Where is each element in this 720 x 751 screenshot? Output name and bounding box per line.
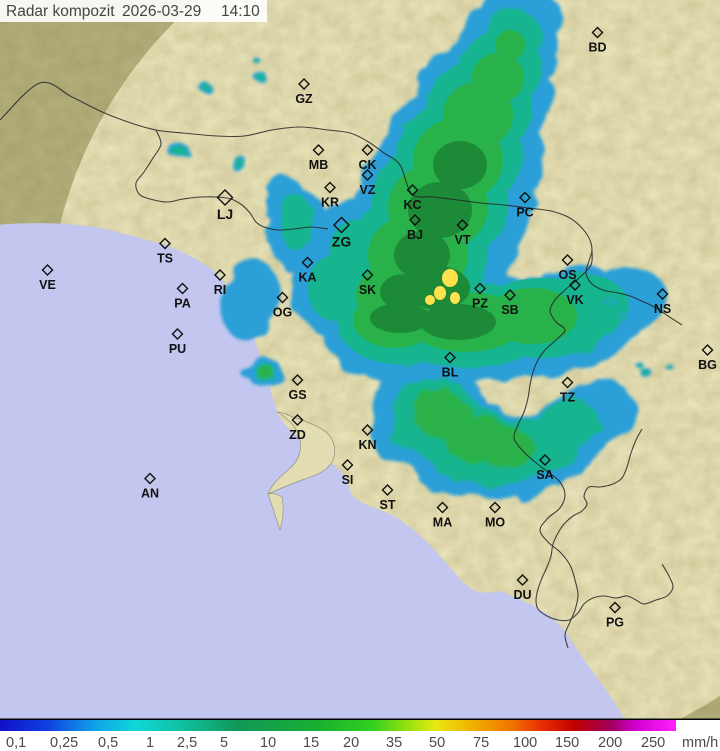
svg-text:SI: SI: [342, 473, 354, 487]
svg-text:DU: DU: [513, 588, 531, 602]
svg-text:NS: NS: [654, 302, 671, 316]
svg-text:0,1: 0,1: [6, 735, 26, 751]
svg-text:5: 5: [220, 735, 228, 751]
svg-text:GZ: GZ: [295, 92, 313, 106]
svg-text:200: 200: [598, 735, 622, 751]
svg-text:Radar kompozit: Radar kompozit: [6, 3, 115, 20]
svg-text:mm/h: mm/h: [682, 735, 718, 751]
svg-text:TZ: TZ: [560, 391, 576, 405]
svg-text:VE: VE: [39, 278, 56, 292]
svg-text:14:10: 14:10: [221, 3, 260, 20]
svg-text:GS: GS: [288, 388, 306, 402]
svg-text:100: 100: [513, 735, 537, 751]
svg-text:150: 150: [555, 735, 579, 751]
svg-text:0,5: 0,5: [98, 735, 118, 751]
svg-text:MA: MA: [433, 516, 452, 530]
svg-text:SA: SA: [536, 468, 553, 482]
svg-text:KN: KN: [358, 438, 376, 452]
svg-text:PG: PG: [606, 616, 624, 630]
svg-text:0,25: 0,25: [50, 735, 78, 751]
svg-text:LJ: LJ: [217, 206, 233, 222]
svg-text:TS: TS: [157, 252, 173, 266]
svg-text:250: 250: [641, 735, 665, 751]
svg-text:2,5: 2,5: [177, 735, 197, 751]
svg-text:BG: BG: [698, 358, 717, 372]
svg-text:ZG: ZG: [332, 234, 352, 250]
svg-text:SB: SB: [501, 303, 518, 317]
svg-text:20: 20: [343, 735, 359, 751]
svg-text:MO: MO: [485, 516, 505, 530]
svg-text:PU: PU: [169, 342, 186, 356]
svg-text:PZ: PZ: [472, 297, 488, 311]
svg-text:AN: AN: [141, 487, 159, 501]
svg-text:2026-03-29: 2026-03-29: [122, 3, 201, 20]
svg-text:OS: OS: [558, 268, 576, 282]
svg-text:50: 50: [429, 735, 445, 751]
svg-text:VZ: VZ: [360, 183, 376, 197]
svg-text:ZD: ZD: [289, 428, 306, 442]
svg-text:VT: VT: [455, 233, 471, 247]
svg-text:1: 1: [146, 735, 154, 751]
svg-text:10: 10: [260, 735, 276, 751]
svg-text:KC: KC: [403, 198, 421, 212]
svg-text:VK: VK: [566, 293, 583, 307]
svg-text:35: 35: [386, 735, 402, 751]
svg-text:BL: BL: [442, 366, 459, 380]
svg-text:SK: SK: [359, 283, 376, 297]
svg-text:RI: RI: [214, 283, 227, 297]
svg-text:MB: MB: [309, 158, 328, 172]
svg-text:OG: OG: [273, 306, 292, 320]
svg-text:PC: PC: [516, 206, 533, 220]
svg-text:KA: KA: [298, 271, 316, 285]
svg-text:75: 75: [473, 735, 489, 751]
svg-text:PA: PA: [174, 297, 190, 311]
svg-text:KR: KR: [321, 196, 339, 210]
svg-text:ST: ST: [380, 498, 396, 512]
svg-text:BD: BD: [588, 41, 606, 55]
svg-text:15: 15: [303, 735, 319, 751]
svg-text:BJ: BJ: [407, 228, 423, 242]
